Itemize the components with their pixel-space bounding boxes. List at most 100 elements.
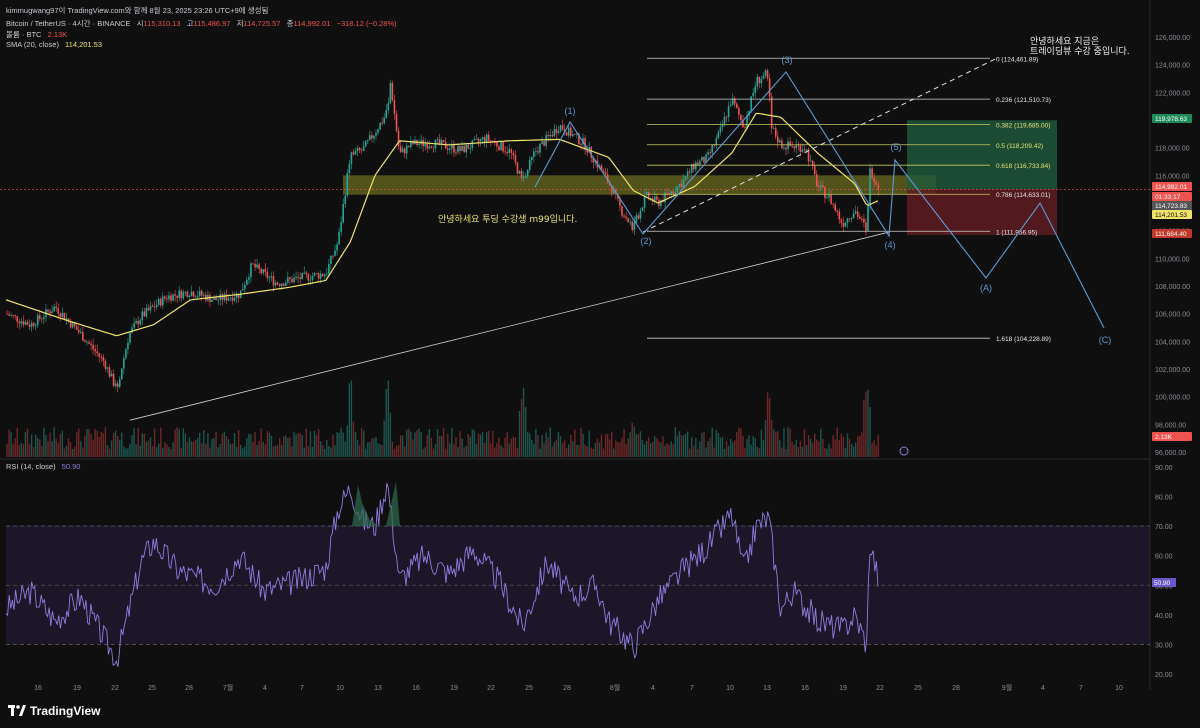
elliott-wave[interactable]: (1) (2) (3) (4) (5) (A) (C) [534,55,1111,345]
candle-body [604,172,607,175]
candle-body [180,290,183,299]
volume-line: 볼륨 · BTC 2.13K [6,29,71,40]
candle-body [522,176,525,179]
candle-body [768,78,771,97]
volume-bar [494,447,496,457]
candle-body [121,368,123,380]
volume-bar [758,448,761,457]
candle-body [178,290,180,298]
price-badge [1152,229,1192,238]
volume-bar [549,427,551,457]
volume-bar [49,432,51,457]
candle-body [307,274,310,281]
price-badge-text: 114,201.53 [1155,212,1187,219]
candle-body [647,192,650,199]
volume-label[interactable]: 볼륨 · BTC [6,30,42,39]
candle-body [282,283,285,286]
volume-bar [102,433,105,457]
candle-body [815,174,818,187]
volume-bar [455,436,457,457]
candle-body [399,146,402,153]
volume-bar [691,437,693,457]
volume-bar [283,436,285,457]
volume-bar [744,447,746,457]
volume-bar [637,434,640,457]
volume-bar [830,448,832,457]
candle-body [55,306,57,309]
candle-body [555,129,558,134]
candle-body [664,192,666,203]
candle-body [633,222,636,230]
volume-bar [186,441,189,457]
volume-bar [336,432,338,457]
volume-bars [6,380,879,457]
candle-body [500,142,502,151]
volume-bar [475,443,478,457]
volume-bar [873,440,875,457]
candle-body [666,192,668,194]
price-badge-text: 119,978.63 [1155,116,1187,123]
volume-bar [504,437,506,457]
time-axis[interactable]: 16 19 22 25 28 7월 4 7 10 13 16 19 22 25 28 8월 4 7 10 13 16 19… [34,683,1123,692]
candle-body [467,144,470,149]
candle-body [194,296,197,298]
candle-body [36,315,39,326]
volume-bar [6,443,8,457]
volume-bar [844,447,847,457]
candle-body [442,140,445,143]
price-tick-label: 122,000.00 [1155,90,1190,97]
time-tick-label: 19 [73,685,81,692]
rsi-label[interactable]: RSI (14, close) [6,462,56,471]
volume-bar [590,447,592,457]
candle-body [315,273,318,275]
candle-body [20,321,23,324]
volume-bar [500,445,502,457]
candle-body [684,176,687,180]
symbol-name[interactable]: Bitcoin / TetherUS · 4시간 · BINANCE [6,19,131,28]
candle-body [231,297,234,301]
volume-bar [96,430,98,457]
sma-label[interactable]: SMA (20, close) [6,40,59,49]
candle-body [545,135,547,146]
time-tick-label: 10 [336,685,344,692]
volume-bar [668,444,670,457]
volume-bar [814,433,816,457]
candle-body [764,70,767,76]
volume-bar [465,445,467,457]
volume-bar [119,440,121,457]
candle-body [198,290,201,296]
volume-bar [559,436,562,457]
candle-body [526,169,529,176]
volume-bar [867,389,869,457]
candle-body [166,298,168,300]
volume-bar [14,438,16,457]
candle-body [613,190,615,194]
volume-bar [73,446,76,457]
candle-body [405,145,408,154]
close-value: 114,992.01 [293,19,331,28]
volume-bar [617,442,619,457]
volume-bar [709,437,711,457]
volume-bar [358,445,361,457]
candle-body [342,203,344,223]
price-badge-text: 114,992.01 [1155,184,1187,191]
volume-bar [877,435,879,457]
candle-body [379,122,381,130]
candle-body [578,133,580,145]
candle-body [643,194,646,208]
stop-loss-zone [907,189,1057,236]
volume-bar [63,448,66,457]
candle-body [865,222,867,231]
tradingview-logo[interactable]: TradingView [8,704,100,718]
candle-body [440,140,443,145]
price-badge [1152,192,1192,201]
trendline-drawings[interactable] [129,58,996,421]
candle-body [88,342,90,344]
candle-body [854,211,857,214]
candle-body [100,356,103,358]
volume-bar [479,434,482,457]
candle-body [793,146,795,149]
